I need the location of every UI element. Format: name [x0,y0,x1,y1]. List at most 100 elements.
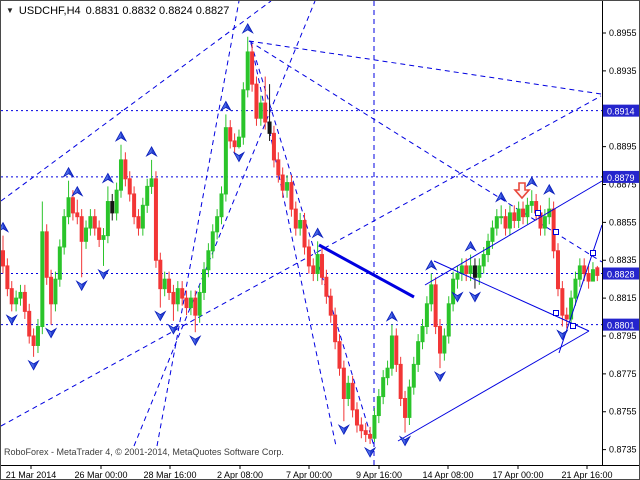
candle [368,433,373,439]
candle [376,396,381,417]
dashed-trendline[interactable] [1,95,602,427]
dashed-trendline[interactable] [133,1,316,447]
candle [442,335,447,354]
dashed-trendline[interactable] [156,1,240,447]
candle [219,193,224,218]
candle [564,314,569,320]
thick-trendline[interactable] [318,243,415,299]
candle [70,197,75,214]
time-axis[interactable]: 21 Mar 2014 26 Mar 00:00 28 Mar 16:00 2 Apr… [6,465,613,480]
candle [57,246,62,280]
candle [276,159,281,176]
candle [595,267,600,276]
candle [5,265,10,290]
candle [512,212,517,221]
candle [162,278,167,290]
fractal-shade [457,292,463,302]
candle [118,159,123,191]
candle [79,216,84,242]
candle [350,382,355,411]
price-axis[interactable]: 0.89550.89350.89150.88950.88750.88550.88… [602,28,640,455]
candle [127,178,132,195]
candle [481,254,486,267]
price-tick-label: 0.8795 [609,331,637,341]
candle [394,335,399,365]
price-level-badge [603,267,639,280]
candle [302,219,307,248]
candle [459,265,464,274]
fractal-shade [343,425,349,435]
candle [525,204,530,218]
candle [92,216,97,229]
candle [403,397,408,418]
fractal-shade [247,23,253,33]
candle [193,297,198,316]
selection-handle [553,310,559,316]
fractal-shade [151,146,157,156]
candle [494,216,499,229]
dashed-trendline[interactable] [250,42,337,447]
sell-signal-arrow-icon[interactable] [513,182,531,200]
candle [328,295,333,316]
candle [9,288,14,305]
candle [153,178,158,261]
price-tick-label: 0.8835 [609,255,637,265]
solid-trendlines[interactable] [318,180,603,442]
candle [521,208,526,218]
candle [132,193,137,218]
candle [577,265,582,280]
fractal-shade [225,101,231,111]
candle [385,367,390,379]
candle [446,303,451,337]
time-tick-label: 9 Apr 16:00 [356,470,402,480]
symbol-dropdown-icon[interactable]: ▼ [6,6,14,15]
dashed-trendlines[interactable] [1,1,603,465]
solid-trendline[interactable] [433,260,590,332]
fractal-shade [160,311,166,321]
candle [14,297,19,305]
solid-trendline[interactable] [397,330,590,442]
dashed-trendline[interactable] [1,1,272,202]
candle [569,297,574,320]
candle [372,415,377,439]
price-tick-label: 0.8735 [609,445,637,455]
candle [75,212,80,218]
dashed-trendline[interactable] [248,40,602,95]
fractal-shade [474,292,480,302]
price-level-badge [603,170,639,183]
candle [411,363,416,388]
candle [254,83,259,119]
candle [22,291,27,312]
selection-handle [535,210,541,216]
solid-trendline[interactable] [424,180,603,286]
fractal-shade [51,328,57,338]
candle [136,216,141,229]
price-tick-label: 0.8875 [609,179,637,189]
candle [171,291,176,305]
candle [101,235,106,240]
sell-signal-arrow[interactable] [513,182,531,200]
candle [184,297,189,309]
candle [35,326,40,346]
candle [490,227,495,242]
candle [416,341,421,365]
candle [27,310,32,337]
candle [472,265,477,278]
time-tick-label: 28 Mar 16:00 [143,470,196,480]
candle [84,227,89,242]
candle [206,250,211,271]
candle [429,284,434,305]
candle [354,409,359,426]
dashed-trendline[interactable] [250,42,375,447]
candle [31,335,36,346]
dashed-trendline[interactable] [248,40,603,263]
candle [149,178,154,187]
candle [228,127,233,142]
candle [180,288,185,299]
candle [324,276,329,297]
fractal-shade [195,336,201,346]
candle [49,276,54,305]
price-tick-label: 0.8815 [609,293,637,303]
